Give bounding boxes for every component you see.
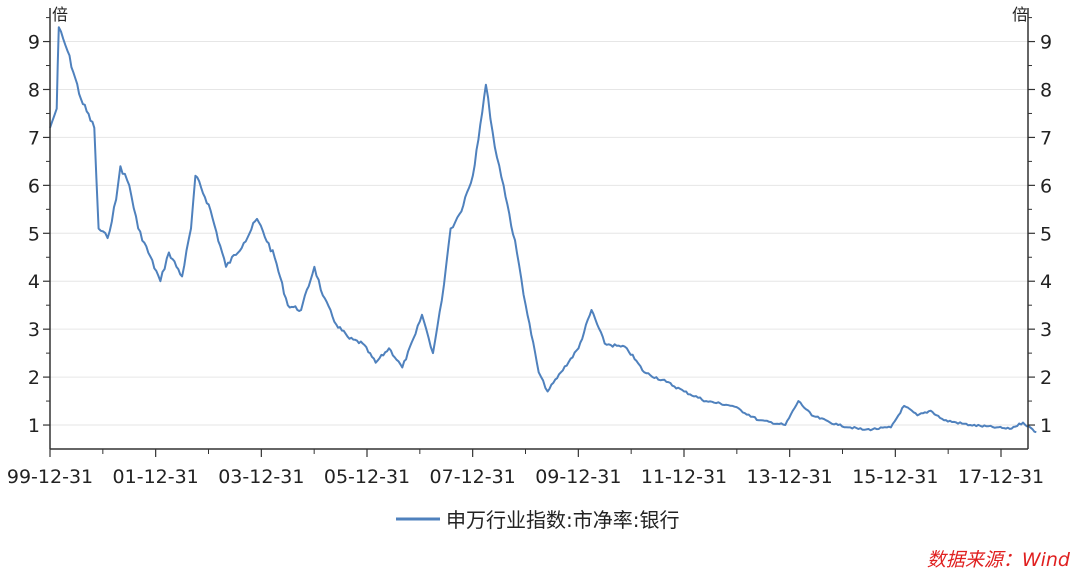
legend: 申万行业指数:市净率:银行: [396, 508, 679, 532]
y-unit-right: 倍: [1012, 5, 1028, 24]
y-tick-label-right: 9: [1040, 32, 1052, 54]
y-tick-label-left: 9: [28, 32, 40, 54]
x-tick-label: 01-12-31: [113, 466, 199, 488]
x-tick-label: 15-12-31: [852, 466, 938, 488]
data-source-note: 数据来源：Wind: [927, 549, 1071, 571]
y-tick-label-right: 6: [1040, 175, 1052, 197]
x-tick-label: 03-12-31: [218, 466, 304, 488]
x-tick-label: 07-12-31: [430, 466, 516, 488]
legend-label: 申万行业指数:市净率:银行: [446, 508, 679, 532]
y-tick-label-left: 4: [28, 271, 40, 293]
y-tick-label-left: 6: [28, 175, 40, 197]
y-tick-label-right: 8: [1040, 79, 1052, 101]
axes: 1 1 2 2 3 3 4 4 5 5 6 6 7 7 8 8 9 9 99-12-31 01-12-31 03-12-…: [7, 8, 1052, 488]
x-tick-label: 11-12-31: [641, 466, 727, 488]
y-tick-label-right: 5: [1040, 223, 1052, 245]
series-line: [49, 26, 1037, 434]
gridlines: [50, 41, 1028, 426]
y-tick-label-left: 7: [28, 127, 40, 149]
x-tick-label: 99-12-31: [7, 466, 93, 488]
y-tick-label-left: 3: [28, 319, 40, 341]
x-tick-label: 17-12-31: [958, 466, 1044, 488]
y-tick-label-left: 5: [28, 223, 40, 245]
series-layer: [49, 26, 1037, 434]
y-tick-label-left: 1: [28, 415, 40, 437]
y-unit-left: 倍: [52, 5, 68, 24]
y-tick-label-right: 1: [1040, 415, 1052, 437]
y-tick-label-right: 3: [1040, 319, 1052, 341]
y-tick-label-right: 4: [1040, 271, 1052, 293]
y-tick-label-right: 7: [1040, 127, 1052, 149]
y-tick-label-left: 8: [28, 79, 40, 101]
y-tick-label-left: 2: [28, 367, 40, 389]
x-tick-label: 13-12-31: [747, 466, 833, 488]
x-tick-label: 05-12-31: [324, 466, 410, 488]
x-tick-label: 09-12-31: [535, 466, 621, 488]
y-tick-label-right: 2: [1040, 367, 1052, 389]
